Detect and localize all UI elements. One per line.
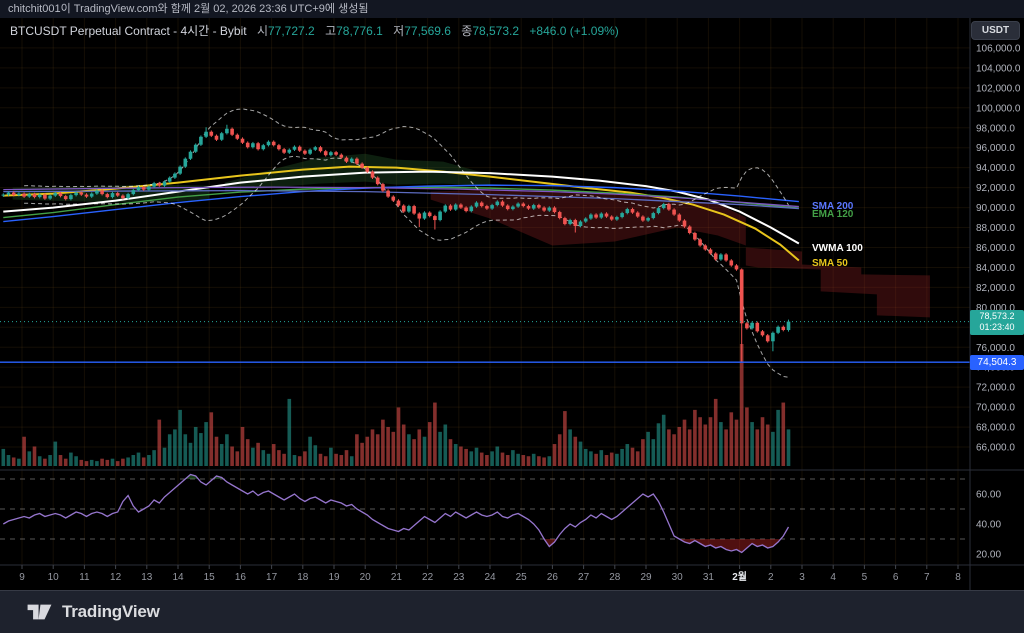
currency-toggle-button[interactable]: USDT: [971, 21, 1020, 40]
svg-text:23: 23: [453, 572, 465, 583]
levels-layer: [0, 321, 970, 363]
svg-text:86,000.0: 86,000.0: [976, 243, 1015, 254]
current-price-value: 78,573.2: [979, 311, 1015, 321]
svg-text:9: 9: [19, 572, 25, 583]
svg-text:20.00: 20.00: [976, 550, 1001, 561]
svg-text:3: 3: [799, 572, 805, 583]
svg-text:11: 11: [79, 572, 90, 583]
tradingview-logo-icon[interactable]: [26, 601, 53, 623]
svg-text:14: 14: [172, 572, 184, 583]
footer-bar: TradingView: [0, 590, 1024, 633]
svg-text:90,000.0: 90,000.0: [976, 203, 1015, 214]
svg-text:10: 10: [48, 572, 60, 583]
symbol-header: BTCUSDT Perpetual Contract - 4시간 - Bybit…: [10, 22, 619, 39]
svg-text:66,000.0: 66,000.0: [976, 443, 1015, 454]
low-label: 저: [393, 24, 405, 38]
svg-text:80,000.0: 80,000.0: [976, 303, 1015, 314]
svg-text:24: 24: [484, 572, 496, 583]
svg-text:SMA 50: SMA 50: [812, 258, 848, 269]
svg-text:94,000.0: 94,000.0: [976, 163, 1015, 174]
attribution-text: chitchit001이 TradingView.com와 함께 2월 02, …: [8, 3, 369, 15]
svg-text:17: 17: [266, 572, 278, 583]
svg-text:92,000.0: 92,000.0: [976, 183, 1015, 194]
svg-text:EMA 120: EMA 120: [812, 209, 854, 220]
svg-text:19: 19: [328, 572, 340, 583]
svg-text:20: 20: [360, 572, 372, 583]
svg-text:28: 28: [609, 572, 621, 583]
svg-text:7: 7: [924, 572, 930, 583]
time-axis: 9 10 11 12 13 14 15 16 17 18 19 20 21 22 23 24 25 26 27 28 2…: [19, 565, 961, 583]
low-value: 77,569.6: [404, 24, 451, 38]
svg-text:102,000.0: 102,000.0: [976, 83, 1021, 94]
svg-text:31: 31: [703, 572, 715, 583]
ichimoku-cloud-layer: [12, 153, 930, 318]
high-label: 고: [325, 24, 337, 38]
svg-text:13: 13: [141, 572, 153, 583]
grid-layer: [0, 18, 970, 565]
svg-text:5: 5: [862, 572, 868, 583]
svg-text:16: 16: [235, 572, 247, 583]
price-axis: 66,000.068,000.070,000.072,000.074,000.0…: [976, 43, 1021, 560]
svg-text:21: 21: [391, 572, 403, 583]
svg-text:4: 4: [830, 572, 836, 583]
svg-text:SMA 200: SMA 200: [812, 201, 854, 212]
svg-text:26: 26: [547, 572, 559, 583]
svg-text:100,000.0: 100,000.0: [976, 103, 1021, 114]
change-value: +846.0 (+1.09%): [529, 24, 619, 38]
svg-text:72,000.0: 72,000.0: [976, 383, 1015, 394]
tradingview-wordmark[interactable]: TradingView: [62, 602, 160, 621]
svg-text:96,000.0: 96,000.0: [976, 143, 1015, 154]
candles-layer: [1, 124, 791, 363]
svg-text:40.00: 40.00: [976, 520, 1001, 531]
chart-area[interactable]: SMA 200 EMA 120 VWMA 100 SMA 50 66,000.0 68,0…: [0, 18, 1024, 590]
alert-price-value: 74,504.3: [977, 357, 1017, 368]
open-value: 77,727.2: [268, 24, 315, 38]
bar-close-countdown: 01:23:40: [979, 322, 1015, 332]
close-value: 78,573.2: [472, 24, 520, 38]
alert-price-badge: 74,504.3: [970, 355, 1024, 370]
rsi-pane: [0, 473, 970, 554]
svg-text:15: 15: [204, 572, 216, 583]
symbol-title[interactable]: BTCUSDT Perpetual Contract - 4시간 - Bybit: [10, 24, 247, 38]
svg-text:27: 27: [578, 572, 590, 583]
close-label: 종: [461, 24, 473, 38]
svg-text:30: 30: [672, 572, 684, 583]
svg-text:8: 8: [955, 572, 961, 583]
svg-text:VWMA 100: VWMA 100: [812, 243, 863, 254]
svg-text:106,000.0: 106,000.0: [976, 43, 1021, 54]
current-price-badge: 78,573.2 01:23:40: [970, 310, 1024, 335]
svg-text:6: 6: [893, 572, 899, 583]
svg-text:88,000.0: 88,000.0: [976, 223, 1015, 234]
svg-text:2월: 2월: [732, 571, 747, 583]
bollinger-bands-layer: [24, 108, 789, 378]
svg-text:25: 25: [516, 572, 528, 583]
svg-text:29: 29: [640, 572, 652, 583]
svg-text:22: 22: [422, 572, 434, 583]
svg-text:70,000.0: 70,000.0: [976, 403, 1015, 414]
svg-text:60.00: 60.00: [976, 490, 1001, 501]
open-label: 시: [256, 24, 268, 38]
svg-text:2: 2: [768, 572, 774, 583]
svg-text:18: 18: [297, 572, 309, 583]
svg-text:76,000.0: 76,000.0: [976, 343, 1015, 354]
pane-separators: [0, 18, 1024, 590]
svg-text:84,000.0: 84,000.0: [976, 263, 1015, 274]
svg-text:12: 12: [110, 572, 122, 583]
svg-text:68,000.0: 68,000.0: [976, 423, 1015, 434]
moving-averages-layer: [3, 165, 800, 262]
volume-layer: [1, 344, 791, 466]
svg-text:82,000.0: 82,000.0: [976, 283, 1015, 294]
high-value: 78,776.1: [336, 24, 383, 38]
svg-text:104,000.0: 104,000.0: [976, 63, 1021, 74]
attribution-bar: chitchit001이 TradingView.com와 함께 2월 02, …: [0, 0, 1024, 18]
svg-text:98,000.0: 98,000.0: [976, 123, 1015, 134]
